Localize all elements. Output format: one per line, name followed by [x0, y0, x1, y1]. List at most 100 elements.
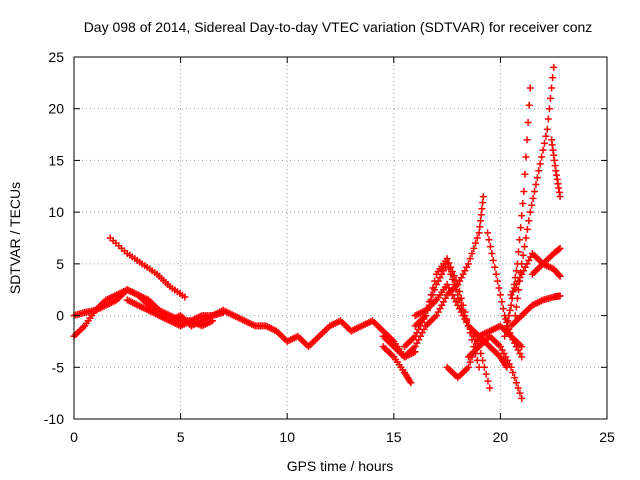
data-point [468, 250, 476, 258]
data-point [479, 193, 487, 201]
x-tick-label: 5 [177, 429, 185, 445]
data-point [515, 248, 523, 256]
data-point [532, 181, 540, 189]
x-tick-label: 0 [70, 429, 78, 445]
data-point [472, 343, 480, 351]
data-point [209, 317, 217, 325]
data-point [514, 384, 522, 392]
data-point [547, 94, 555, 102]
data-point [518, 353, 526, 361]
data-point [519, 200, 527, 208]
y-axis-title: SDTVAR / TECUs [7, 182, 23, 294]
y-tick-label: 20 [48, 101, 64, 117]
data-point [519, 251, 527, 259]
x-tick-label: 15 [386, 429, 402, 445]
data-point [523, 225, 531, 233]
data-point [516, 389, 524, 397]
data-point [473, 234, 481, 242]
data-point [556, 244, 564, 252]
data-point [522, 153, 530, 161]
data-point [555, 245, 563, 253]
data-point [545, 105, 553, 113]
data-point [470, 244, 478, 252]
data-point [472, 239, 480, 247]
data-point [518, 394, 526, 402]
data-point [507, 363, 515, 371]
y-tick-label: 0 [56, 308, 64, 324]
series-track-3 [106, 234, 189, 301]
data-point [181, 293, 189, 301]
data-point [540, 139, 548, 147]
data-point [486, 243, 494, 251]
data-point [525, 217, 533, 225]
data-point [556, 292, 564, 300]
data-point [484, 229, 492, 237]
data-point [544, 115, 552, 123]
data-point [466, 255, 474, 263]
data-point [456, 296, 464, 304]
series-track-4 [123, 296, 217, 330]
data-point [526, 84, 534, 92]
data-point [407, 379, 415, 387]
data-point [494, 277, 502, 285]
data-point [509, 368, 517, 376]
data-point [452, 286, 460, 294]
data-point [492, 270, 500, 278]
data-point [535, 167, 543, 175]
data-point [431, 286, 439, 294]
data-point [518, 212, 526, 220]
data-point [478, 205, 486, 213]
data-point [528, 201, 536, 209]
data-point [501, 332, 509, 340]
data-point [488, 250, 496, 258]
data-point [516, 236, 524, 244]
series-track-15 [548, 136, 564, 201]
data-point [522, 234, 530, 242]
data-point [477, 349, 485, 357]
data-point [468, 353, 476, 361]
data-point [495, 284, 503, 292]
series-track-18 [528, 244, 564, 278]
data-point [520, 187, 528, 195]
data-point [496, 291, 504, 299]
y-tick-label: 25 [48, 49, 64, 65]
data-point [529, 194, 537, 202]
data-point [539, 146, 547, 154]
data-point [531, 187, 539, 195]
data-point [429, 291, 437, 299]
data-point [482, 370, 490, 378]
x-tick-label: 20 [493, 429, 509, 445]
data-point [513, 294, 521, 302]
data-point [521, 243, 529, 251]
y-tick-label: 5 [56, 256, 64, 272]
data-point [491, 263, 499, 271]
data-point [473, 337, 481, 345]
data-point [443, 260, 451, 268]
data-point [464, 363, 472, 371]
data-point [486, 384, 494, 392]
data-point [521, 170, 529, 178]
y-tick-label: -10 [44, 411, 64, 427]
data-point [502, 327, 510, 335]
data-point [484, 377, 492, 385]
data-point [512, 303, 520, 311]
data-point [517, 224, 525, 232]
data-point [542, 132, 550, 140]
data-point [450, 281, 458, 289]
data-point [447, 270, 455, 278]
data-point [515, 286, 523, 294]
data-point [504, 317, 512, 325]
data-point [476, 223, 484, 231]
data-point [219, 308, 227, 316]
data-point [526, 208, 534, 216]
data-point [555, 271, 563, 279]
data-point [549, 74, 557, 82]
data-point [489, 256, 497, 264]
data-point [523, 136, 531, 144]
data-point [556, 272, 564, 280]
data-point [512, 267, 520, 275]
data-point [556, 193, 564, 201]
data-point [479, 199, 487, 207]
data-point [466, 358, 474, 366]
